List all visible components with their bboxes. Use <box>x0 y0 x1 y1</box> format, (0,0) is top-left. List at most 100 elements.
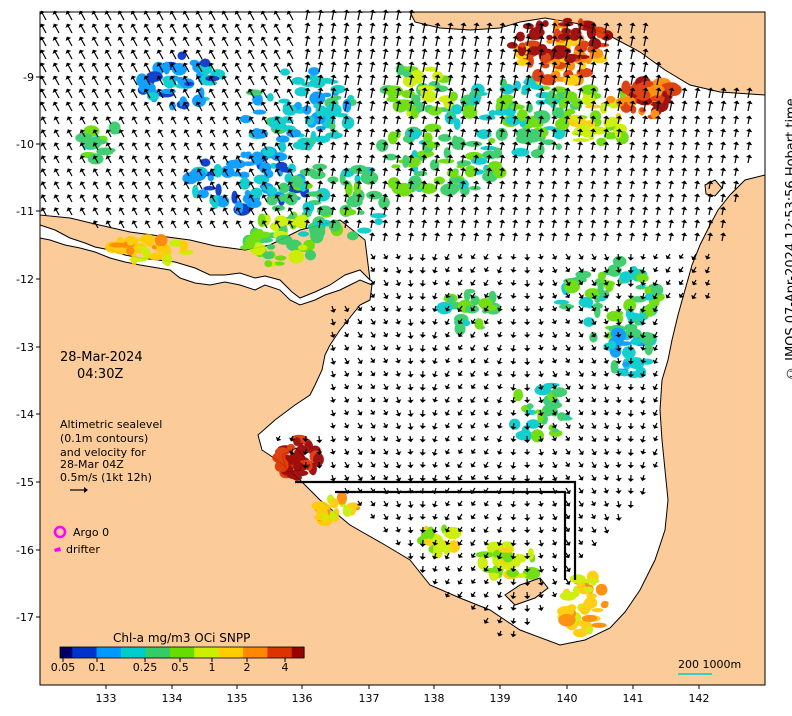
velocity-arrow <box>591 209 594 216</box>
velocity-arrow <box>422 118 425 125</box>
chl-blob <box>610 359 619 374</box>
velocity-arrow <box>654 279 658 284</box>
velocity-arrow <box>383 383 387 388</box>
velocity-arrow <box>708 118 711 125</box>
chl-blob <box>278 98 290 104</box>
velocity-arrow <box>500 38 504 47</box>
velocity-arrow-head <box>40 168 47 173</box>
velocity-arrow <box>552 500 556 505</box>
velocity-arrow-head <box>460 22 467 27</box>
velocity-arrow-head <box>511 219 519 224</box>
velocity-arrow <box>642 383 645 388</box>
chl-blob <box>488 110 497 116</box>
velocity-arrow <box>617 222 620 229</box>
velocity-arrow <box>578 461 582 466</box>
velocity-arrow-head <box>329 154 337 159</box>
velocity-arrow <box>357 157 360 164</box>
velocity-arrow <box>656 183 659 190</box>
velocity-arrow <box>604 500 607 505</box>
velocity-arrow-head <box>537 193 545 198</box>
velocity-arrow-head <box>407 270 414 274</box>
velocity-arrow <box>448 209 451 216</box>
velocity-arrow <box>42 131 47 138</box>
velocity-arrow <box>500 64 504 73</box>
y-tick-label: -10 <box>16 138 34 151</box>
velocity-arrow <box>617 144 620 151</box>
velocity-arrow <box>512 448 515 453</box>
velocity-arrow-head <box>654 180 662 185</box>
velocity-arrow <box>474 38 478 47</box>
velocity-arrow <box>472 279 476 284</box>
velocity-arrow <box>513 157 516 164</box>
velocity-arrow-head <box>499 87 506 92</box>
velocity-arrow-head <box>355 154 363 159</box>
velocity-arrow-head <box>444 516 451 521</box>
velocity-arrow <box>145 38 151 47</box>
velocity-arrow-head <box>537 451 545 456</box>
velocity-arrow-head <box>603 74 610 79</box>
velocity-arrow-head <box>144 207 151 212</box>
velocity-arrow-head <box>130 101 137 106</box>
velocity-arrow-head <box>578 410 584 416</box>
velocity-arrow-head <box>680 219 688 224</box>
velocity-arrow-head <box>523 334 531 338</box>
velocity-arrow-head <box>485 115 493 120</box>
velocity-arrow-head <box>329 115 337 120</box>
velocity-arrow-head <box>470 411 476 416</box>
velocity-arrow <box>680 292 684 296</box>
velocity-arrow <box>263 144 268 151</box>
velocity-arrow-head <box>510 465 517 469</box>
chl-blob <box>587 46 594 53</box>
velocity-arrow <box>133 157 138 164</box>
velocity-arrow-head <box>408 35 415 40</box>
velocity-arrow-head <box>381 154 389 159</box>
velocity-arrow <box>642 357 645 362</box>
velocity-arrow <box>513 144 516 151</box>
velocity-arrow-head <box>615 295 622 300</box>
velocity-arrow-head <box>665 268 671 273</box>
velocity-arrow-head <box>40 129 47 134</box>
velocity-arrow-head <box>590 501 597 507</box>
velocity-arrow-head <box>563 154 571 159</box>
velocity-arrow <box>409 77 413 86</box>
velocity-arrow-head <box>53 181 60 186</box>
velocity-arrow <box>224 196 229 203</box>
velocity-arrow <box>485 370 489 375</box>
velocity-arrow-head <box>407 477 414 482</box>
velocity-arrow <box>305 209 308 216</box>
velocity-arrow <box>485 305 489 310</box>
chl-blob <box>567 60 576 72</box>
chl-blob <box>252 93 263 106</box>
velocity-arrow-head <box>433 141 441 146</box>
velocity-arrow <box>107 144 112 151</box>
velocity-arrow-head <box>603 346 610 351</box>
velocity-arrow-head <box>496 567 503 572</box>
velocity-arrow-head <box>407 464 414 469</box>
chl-blob <box>330 84 346 94</box>
colorbar-segment <box>299 647 305 658</box>
velocity-arrow <box>370 448 374 453</box>
chl-blob <box>555 143 562 150</box>
velocity-arrow <box>434 266 437 271</box>
velocity-arrow <box>539 409 542 414</box>
velocity-arrow-head <box>209 168 216 173</box>
velocity-arrow-head <box>183 116 190 121</box>
velocity-arrow-head <box>627 426 635 430</box>
velocity-arrow <box>249 25 255 34</box>
chl-blob <box>244 235 256 250</box>
velocity-arrow-head <box>419 543 426 548</box>
velocity-arrow-head <box>170 129 177 134</box>
chl-blob <box>527 547 534 560</box>
velocity-arrow-head <box>470 566 477 571</box>
velocity-arrow <box>513 183 516 190</box>
velocity-arrow-head <box>523 295 531 300</box>
velocity-arrow-head <box>407 426 414 431</box>
velocity-arrow-head <box>602 141 610 146</box>
velocity-arrow-head <box>330 373 337 378</box>
velocity-arrow-head <box>589 128 597 133</box>
velocity-arrow <box>604 144 607 151</box>
velocity-arrow-head <box>551 502 558 507</box>
velocity-arrow <box>370 305 374 310</box>
velocity-arrow <box>682 209 685 216</box>
velocity-arrow <box>396 292 400 298</box>
